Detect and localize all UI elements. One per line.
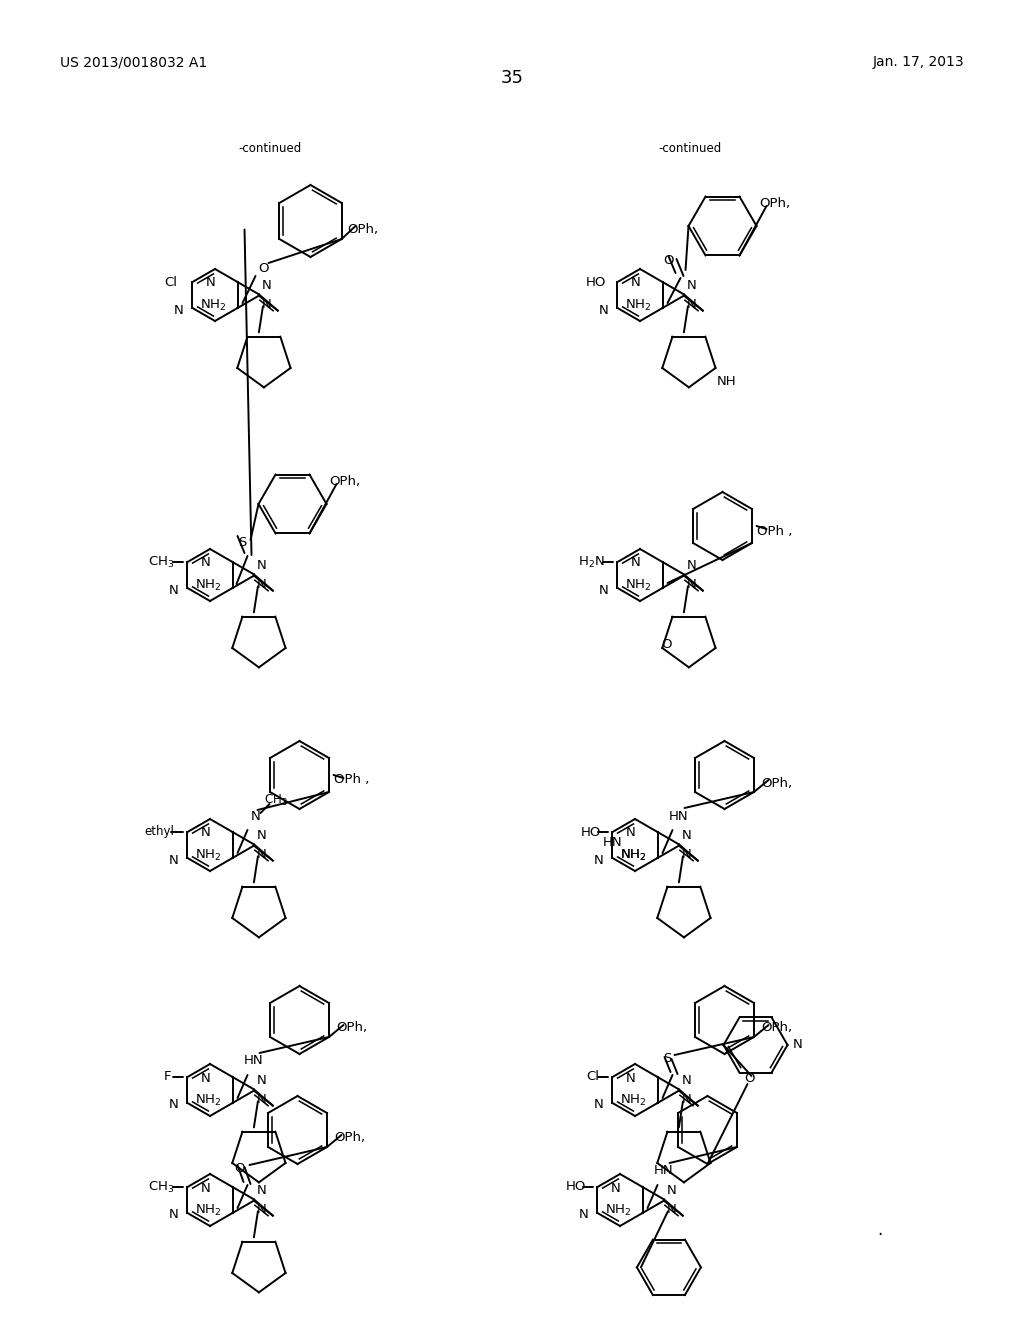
Text: N: N: [682, 1074, 692, 1088]
Text: S: S: [239, 536, 247, 549]
Text: CH$_3$: CH$_3$: [263, 792, 288, 808]
Text: O: O: [234, 1163, 245, 1176]
Text: N: N: [687, 560, 696, 572]
Text: Cl: Cl: [586, 1071, 599, 1084]
Text: OPh,: OPh,: [336, 1022, 367, 1035]
Text: N: N: [257, 578, 267, 591]
Text: N: N: [626, 826, 636, 840]
Text: N: N: [687, 279, 696, 292]
Text: HO: HO: [586, 276, 605, 289]
Text: N: N: [169, 1209, 178, 1221]
Text: N: N: [682, 847, 692, 861]
Text: NH$_2$: NH$_2$: [195, 1093, 221, 1107]
Text: N: N: [201, 1072, 211, 1085]
Text: N: N: [257, 560, 267, 572]
Text: N: N: [594, 1098, 603, 1111]
Text: S: S: [664, 1052, 672, 1065]
Text: N: N: [599, 583, 608, 597]
Text: N: N: [687, 298, 696, 310]
Text: O: O: [662, 638, 672, 651]
Text: N: N: [262, 279, 271, 292]
Text: -continued: -continued: [239, 141, 302, 154]
Text: N: N: [667, 1203, 677, 1216]
Text: US 2013/0018032 A1: US 2013/0018032 A1: [60, 55, 207, 69]
Text: N: N: [793, 1039, 803, 1052]
Text: OPh,: OPh,: [761, 1022, 793, 1035]
Text: N: N: [257, 1184, 267, 1197]
Text: N: N: [262, 298, 271, 310]
Text: O: O: [258, 261, 268, 275]
Text: N: N: [257, 847, 267, 861]
Text: N: N: [631, 276, 641, 289]
Text: OPh,: OPh,: [759, 198, 791, 210]
Text: OPh ,: OPh ,: [334, 774, 370, 787]
Text: H$_2$N: H$_2$N: [579, 554, 605, 569]
Text: N: N: [201, 557, 211, 569]
Text: N: N: [611, 1181, 621, 1195]
Text: NH$_2$: NH$_2$: [625, 297, 651, 313]
Text: N: N: [579, 1209, 589, 1221]
Text: N: N: [257, 1074, 267, 1088]
Text: N: N: [174, 304, 183, 317]
Text: N: N: [206, 276, 216, 289]
Text: N: N: [251, 809, 260, 822]
Text: N: N: [169, 1098, 178, 1111]
Text: OPh,: OPh,: [329, 475, 360, 488]
Text: NH$_2$: NH$_2$: [620, 847, 646, 862]
Text: CH$_3$: CH$_3$: [148, 554, 175, 569]
Text: Jan. 17, 2013: Jan. 17, 2013: [872, 55, 964, 69]
Text: N: N: [687, 578, 696, 591]
Text: N: N: [631, 557, 641, 569]
Text: N: N: [169, 854, 178, 866]
Text: HO: HO: [581, 825, 601, 838]
Text: 35: 35: [501, 69, 523, 87]
Text: HN: HN: [603, 837, 623, 850]
Text: NH$_2$: NH$_2$: [195, 577, 221, 593]
Text: CH$_3$: CH$_3$: [148, 1180, 175, 1195]
Text: OPh,: OPh,: [761, 776, 793, 789]
Text: NH$_2$: NH$_2$: [195, 847, 221, 862]
Text: N: N: [682, 1093, 692, 1106]
Text: NH$_2$: NH$_2$: [620, 847, 646, 862]
Text: NH: NH: [717, 375, 736, 388]
Text: NH$_2$: NH$_2$: [195, 1203, 221, 1217]
Text: -continued: -continued: [658, 141, 722, 154]
Text: NH$_2$: NH$_2$: [625, 577, 651, 593]
Text: N: N: [257, 1203, 267, 1216]
Text: N: N: [201, 1181, 211, 1195]
Text: NH$_2$: NH$_2$: [620, 1093, 646, 1107]
Text: N: N: [599, 304, 608, 317]
Text: ethyl: ethyl: [144, 825, 174, 838]
Text: N: N: [169, 583, 178, 597]
Text: N: N: [594, 854, 603, 866]
Text: O: O: [744, 1072, 755, 1085]
Text: F: F: [164, 1071, 171, 1084]
Text: HN: HN: [653, 1164, 674, 1177]
Text: HN: HN: [669, 809, 688, 822]
Text: .: .: [878, 1221, 883, 1239]
Text: N: N: [682, 829, 692, 842]
Text: NH$_2$: NH$_2$: [200, 297, 226, 313]
Text: HN: HN: [244, 1055, 263, 1068]
Text: OPh ,: OPh ,: [757, 524, 793, 537]
Text: O: O: [664, 253, 674, 267]
Text: Cl: Cl: [164, 276, 177, 289]
Text: HO: HO: [565, 1180, 586, 1193]
Text: N: N: [257, 829, 267, 842]
Text: NH$_2$: NH$_2$: [605, 1203, 631, 1217]
Text: N: N: [626, 1072, 636, 1085]
Text: N: N: [201, 826, 211, 840]
Text: N: N: [257, 1093, 267, 1106]
Text: N: N: [667, 1184, 677, 1197]
Text: OPh,: OPh,: [347, 223, 378, 235]
Text: OPh,: OPh,: [334, 1131, 366, 1144]
